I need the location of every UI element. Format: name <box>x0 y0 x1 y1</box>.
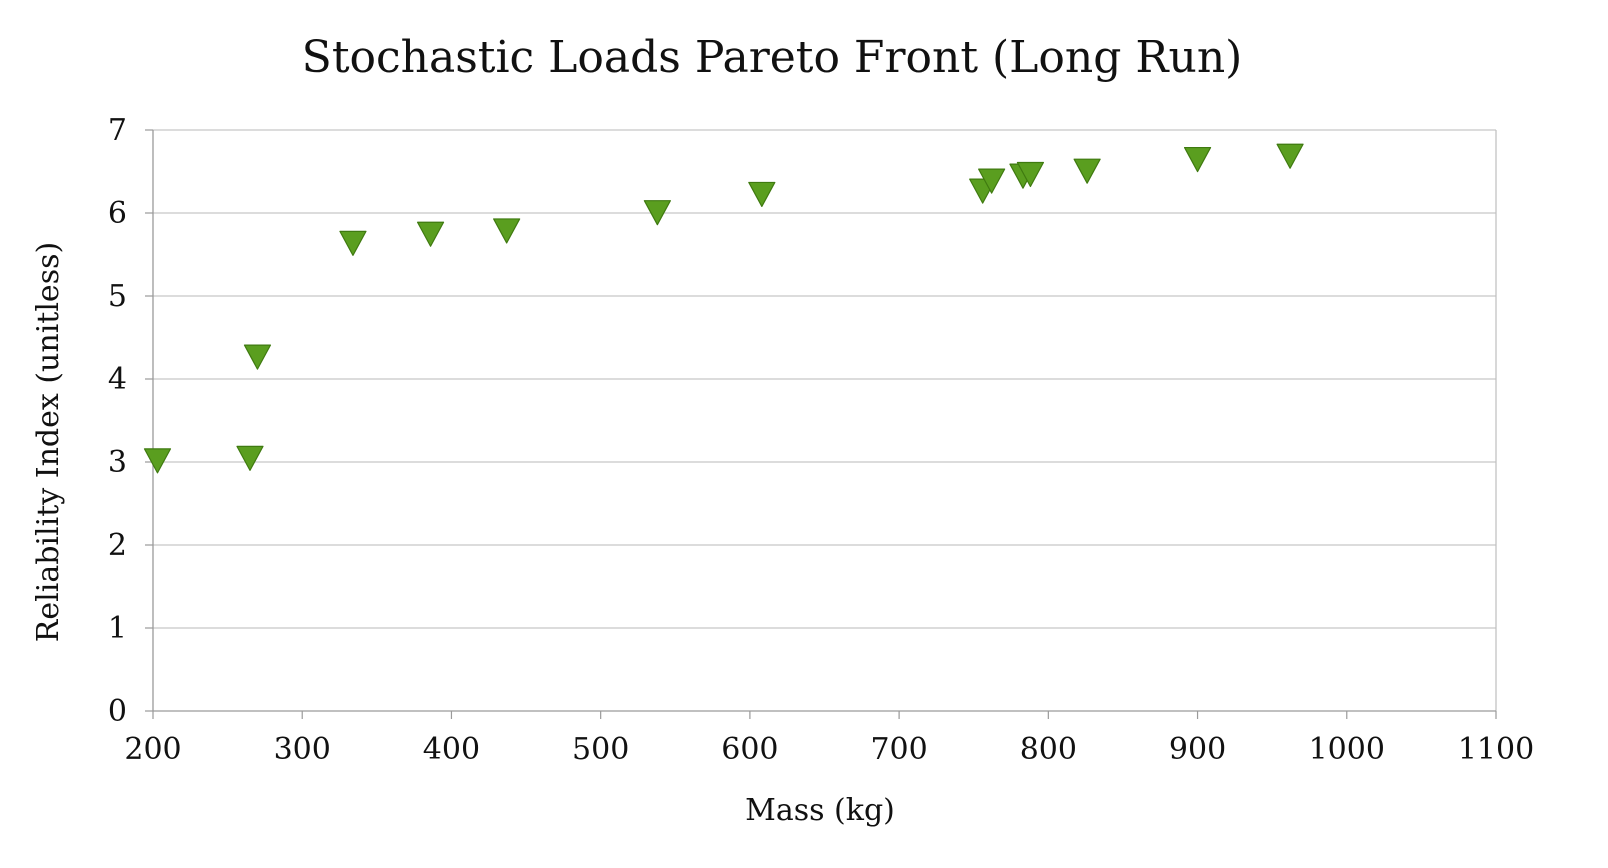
x-axis-title: Mass (kg) <box>745 793 895 828</box>
x-tick-label: 700 <box>870 732 927 767</box>
y-tick-label: 7 <box>108 113 127 148</box>
data-point <box>143 448 172 474</box>
y-tick-label: 0 <box>108 694 127 729</box>
data-point <box>1276 143 1304 169</box>
data-point <box>1016 161 1045 188</box>
axes <box>152 130 1497 712</box>
x-tick-label: 900 <box>1169 732 1226 767</box>
data-point <box>243 344 272 370</box>
gridlines <box>153 129 1496 629</box>
data-points <box>143 143 1304 474</box>
chart-title: Stochastic Loads Pareto Front (Long Run) <box>302 32 1243 83</box>
y-axis-ticks: 0 1 2 3 4 5 6 7 <box>108 113 153 729</box>
x-tick-label: 1100 <box>1458 732 1534 767</box>
data-point <box>339 230 367 256</box>
x-tick-label: 800 <box>1020 732 1077 767</box>
x-tick-label: 200 <box>124 732 181 767</box>
data-point <box>493 218 521 244</box>
data-point <box>1073 158 1101 184</box>
data-point <box>643 200 671 226</box>
y-tick-label: 3 <box>108 445 127 480</box>
y-tick-label: 4 <box>108 362 127 397</box>
x-tick-label: 1000 <box>1309 732 1385 767</box>
y-tick-label: 6 <box>108 196 127 231</box>
x-tick-label: 500 <box>572 732 629 767</box>
data-point <box>978 168 1006 194</box>
x-axis-ticks: 200 300 400 500 600 700 800 900 1000 1100 <box>124 711 1534 767</box>
y-tick-label: 5 <box>108 279 127 314</box>
data-point <box>416 221 445 247</box>
data-point <box>236 445 264 471</box>
x-tick-label: 400 <box>423 732 480 767</box>
x-tick-label: 300 <box>274 732 331 767</box>
data-point <box>748 181 776 208</box>
y-tick-label: 1 <box>108 611 127 646</box>
data-point <box>1183 146 1212 173</box>
x-tick-label: 600 <box>721 732 778 767</box>
y-axis-title: Reliability Index (unitless) <box>31 242 66 642</box>
y-tick-label: 2 <box>108 528 127 563</box>
